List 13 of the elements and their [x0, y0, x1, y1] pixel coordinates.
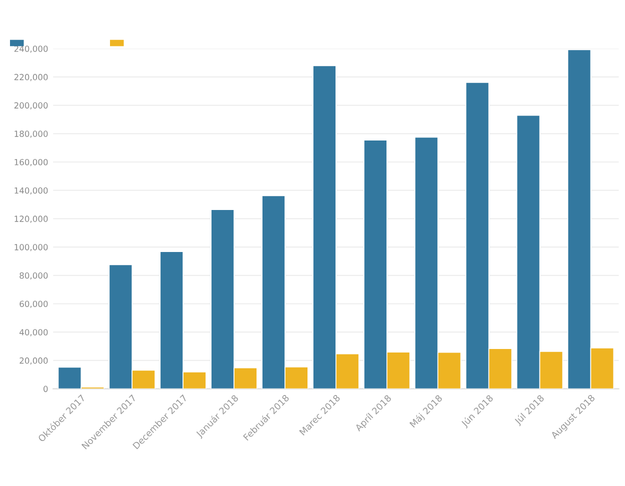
y-tick-label: 220,000 [14, 74, 48, 82]
y-tick-label: 20,000 [20, 357, 48, 365]
y-tick-label: 120,000 [14, 216, 48, 223]
y-tick-label: 180,000 [14, 130, 48, 138]
y-tick-label: 200,000 [14, 102, 48, 110]
y-tick-label: 0 [44, 386, 48, 392]
y-tick-label: 160,000 [14, 158, 48, 166]
y-tick-label: 40,000 [20, 329, 48, 336]
y-tick-label: 80,000 [20, 272, 48, 280]
y-tick-label: 60,000 [20, 300, 48, 308]
y-tick-label: 240,000 [14, 46, 48, 53]
y-tick-label: 140,000 [14, 187, 48, 194]
y-tick-label: 100,000 [14, 244, 48, 252]
